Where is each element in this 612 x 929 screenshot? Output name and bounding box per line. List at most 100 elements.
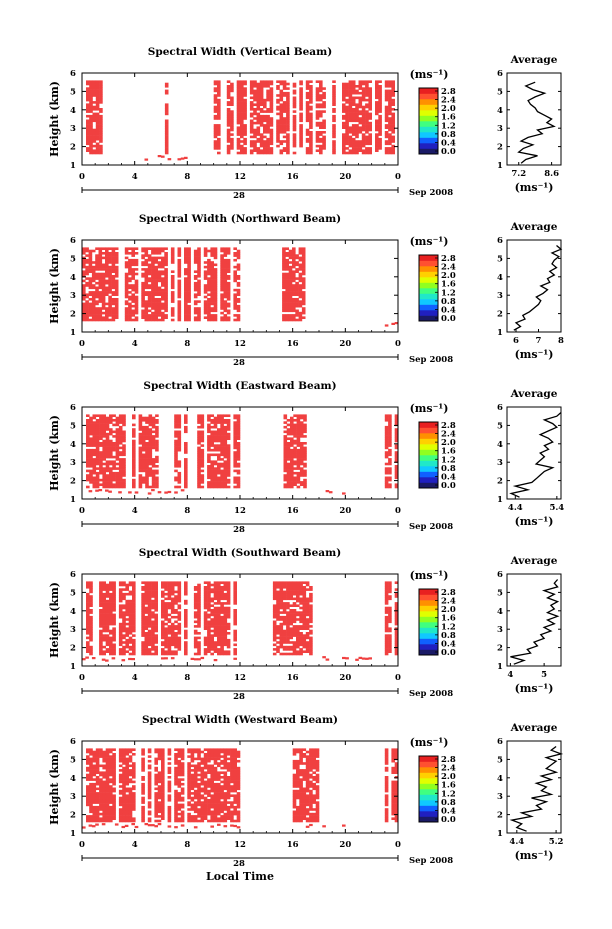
echo-cell <box>217 91 221 95</box>
echo-cell <box>322 121 326 125</box>
echo-cell <box>86 140 90 143</box>
echo-cell <box>144 611 149 614</box>
echo-cell <box>86 87 90 90</box>
echo-cell <box>154 304 158 308</box>
y-axis-label: Height (km) <box>48 248 61 324</box>
echo-cell <box>184 268 188 271</box>
echo-cell <box>134 281 139 285</box>
echo-cell <box>144 284 149 287</box>
echo-cell <box>128 298 132 301</box>
average-profile-line <box>517 81 556 164</box>
echo-cell <box>203 613 208 617</box>
echo-cell <box>295 293 299 296</box>
echo-cell <box>293 428 297 431</box>
echo-cell <box>88 268 93 271</box>
echo-cell <box>293 471 297 475</box>
echo-cell <box>197 419 201 422</box>
echo-cell <box>220 430 224 434</box>
echo-cell <box>157 272 162 276</box>
echo-cell <box>99 430 103 434</box>
echo-cell <box>342 147 346 150</box>
echo-cell <box>253 135 257 139</box>
echo-cell <box>288 281 293 285</box>
echo-cell <box>315 140 320 143</box>
echo-cell <box>164 588 168 591</box>
echo-cell <box>276 144 280 148</box>
echo-cell <box>184 586 188 589</box>
echo-cell <box>269 96 274 100</box>
echo-cell <box>226 458 231 461</box>
echo-cell <box>342 149 346 152</box>
echo-cell <box>384 416 389 420</box>
echo-cell <box>286 105 290 109</box>
echo-cell <box>213 279 218 283</box>
echo-cell <box>236 446 241 450</box>
echo-cell <box>322 119 326 123</box>
echo-cell <box>361 121 366 125</box>
echo-cell <box>122 641 126 644</box>
echo-cell <box>157 263 162 267</box>
echo-cell <box>170 638 175 642</box>
y-tick-label: 2 <box>70 477 76 487</box>
echo-cell <box>290 448 294 452</box>
echo-cell <box>319 85 323 88</box>
echo-cell <box>298 316 303 319</box>
echo-cell <box>170 615 175 619</box>
echo-cell <box>111 281 116 285</box>
echo-cell <box>138 432 143 436</box>
echo-cell <box>285 304 289 308</box>
echo-cell <box>253 91 257 95</box>
echo-cell <box>91 279 96 283</box>
echo-cell <box>213 444 218 447</box>
echo-cell <box>213 272 218 276</box>
echo-cell <box>105 435 110 438</box>
echo-cell <box>184 314 188 317</box>
echo-cell <box>92 437 97 440</box>
echo-cell <box>147 272 152 276</box>
echo-cell <box>391 94 395 97</box>
echo-cell <box>144 254 149 257</box>
echo-cell <box>197 286 201 290</box>
echo-cell <box>141 643 145 647</box>
echo-cell <box>213 275 218 278</box>
echo-cell <box>177 316 182 319</box>
echo-cell <box>298 286 303 290</box>
echo-cell <box>86 455 90 459</box>
echo-cell <box>98 295 103 299</box>
echo-cell <box>184 588 188 591</box>
echo-cell <box>187 268 191 271</box>
echo-cell <box>375 91 379 95</box>
echo-cell <box>89 627 93 630</box>
echo-cell <box>161 599 165 603</box>
echo-cell <box>82 291 86 294</box>
echo-cell <box>99 652 103 656</box>
echo-cell <box>348 126 353 129</box>
echo-cell <box>89 110 93 113</box>
echo-cell <box>184 284 188 287</box>
echo-cell <box>122 485 126 489</box>
echo-cell <box>145 469 149 473</box>
echo-cell <box>124 252 129 255</box>
echo-cell <box>345 142 349 146</box>
echo-cell <box>105 275 109 278</box>
echo-cell <box>298 295 303 299</box>
echo-cell <box>99 453 103 457</box>
echo-cell <box>151 606 155 610</box>
echo-cell <box>151 425 156 429</box>
echo-cell <box>177 442 182 445</box>
echo-cell <box>144 590 149 594</box>
echo-cell <box>282 645 287 649</box>
echo-cell <box>328 491 333 494</box>
echo-cell <box>223 281 228 285</box>
echo-cell <box>213 89 218 93</box>
echo-cell <box>131 258 135 262</box>
echo-cell <box>115 462 120 466</box>
echo-cell <box>109 618 113 621</box>
echo-cell <box>151 293 155 296</box>
echo-cell <box>99 80 103 83</box>
echo-cell <box>217 421 221 424</box>
echo-cell <box>286 137 290 141</box>
echo-cell <box>285 314 289 317</box>
echo-cell <box>378 142 382 146</box>
echo-cell <box>296 421 301 424</box>
